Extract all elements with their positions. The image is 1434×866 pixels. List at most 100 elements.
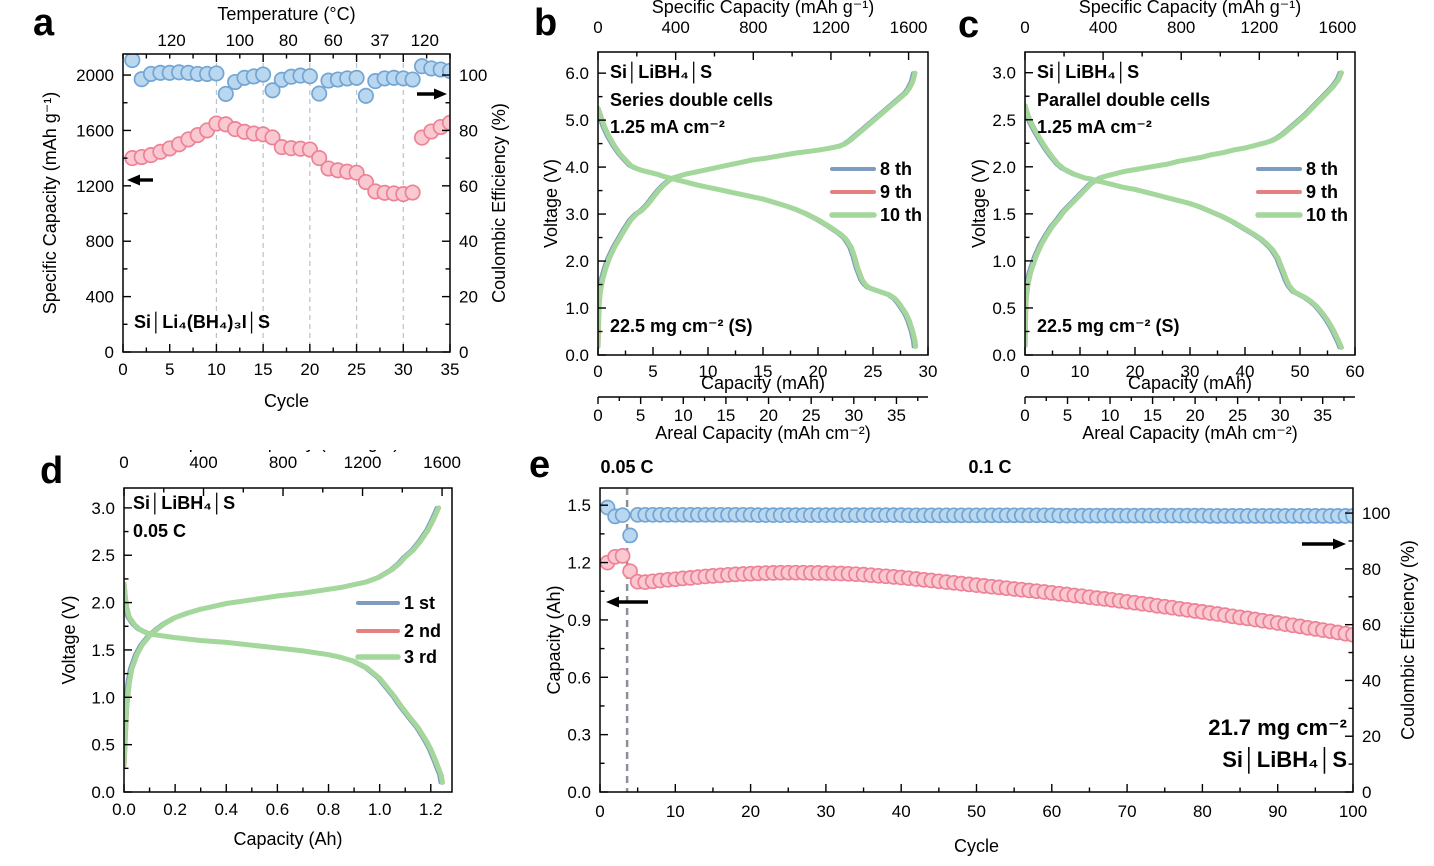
panel-c-parallel-cells-chart: 0 10 20 30 40 50 60 Capacity (mAh) 0.0 0.5 1.0 1.5 2… [957,0,1434,448]
data-layer [124,54,450,352]
bottom-tick-label: 40 [1236,362,1255,381]
areal-tick-label: 5 [636,406,645,425]
bottom-axis-title: Capacity (Ah) [233,829,342,849]
data-point-capacity [1345,626,1353,643]
left-tick-label: 0.6 [567,668,591,687]
bottom-tick-label: 60 [1346,362,1365,381]
bottom-tick-label: 0.6 [266,800,290,819]
left-tick-label: 1.5 [91,641,115,660]
top-tick-label: 400 [661,18,689,37]
areal-tick-label: 10 [1101,406,1120,425]
left-tick-label: 3.0 [91,499,115,518]
left-tick-label: 1.0 [992,252,1016,271]
left-tick-label: 1200 [76,177,114,196]
curve-discharge-3rd [124,581,445,785]
right-arrowhead-icon [1333,538,1346,550]
annotation-text: 21.7 mg cm⁻² [1208,715,1347,740]
left-axis-title: Voltage (V) [59,595,79,684]
curve-discharge-10th [598,105,918,349]
left-tick-label: 0.0 [565,346,589,365]
areal-tick-label: 15 [716,406,735,425]
top-tick-label: 0 [1020,18,1029,37]
data-point-capacity [614,548,631,564]
bottom-tick-label: 50 [967,802,986,821]
plot-frame [122,53,451,353]
left-tick-label: 3.0 [992,64,1016,83]
annotation-text: Si│LiBH₄│S [1037,61,1139,84]
legend-label: 10 th [1306,205,1348,225]
annotation-text: 22.5 mg cm⁻² (S) [610,316,753,336]
data-point-coulombic-efficiency [208,65,225,82]
left-tick-label: 2.0 [91,594,115,613]
data-point-coulombic-efficiency [217,85,234,102]
data-layer [1025,70,1344,350]
top-tick-label: 800 [1167,18,1195,37]
left-axis-title: Capacity (Ah) [544,585,564,694]
bottom-axis-title: Cycle [264,391,309,411]
annotation-text: Si│Li₄(BH₄)₃I│S [134,311,270,334]
right-tick-label: 20 [459,288,478,307]
bottom-tick-label: 10 [666,802,685,821]
curve-charge-9th [1025,70,1344,348]
legend-label: 9 th [880,182,912,202]
areal-tick-label: 30 [844,406,863,425]
annotation-text: 0.05 C [600,457,653,477]
annotation-text: Series double cells [610,90,773,110]
left-arrowhead-icon [127,174,140,186]
temperature-region-label: 100 [226,31,254,50]
left-tick-label: 1600 [76,121,114,140]
curve-charge-10th [1025,70,1344,349]
right-tick-label: 80 [1362,560,1381,579]
areal-tick-label: 35 [1313,406,1332,425]
panel-e-long-cycling-chart: 0 10 20 30 40 50 60 70 80 90 100 Cycle 0.0 0.3 0.6 0.9 1… [530,450,1434,861]
panel-d-svg: 0.0 0.2 0.4 0.6 0.8 1.0 1.2 Capacity (Ah) 0.0 0.5… [59,432,461,849]
temperature-region-label: 60 [324,31,343,50]
curve-discharge-9th [598,106,918,349]
right-tick-label: 20 [1362,727,1381,746]
legend-label: 10 th [880,205,922,225]
data-point-capacity [622,563,638,580]
data-point-specific-capacity [311,150,328,167]
bottom-tick-label: 30 [1181,362,1200,381]
panel-label-a: a [33,2,55,44]
bottom-axis-title: Capacity (mAh) [701,373,825,393]
data-point-coulombic-efficiency [357,87,374,104]
left-tick-label: 0 [105,343,114,362]
annotation-text: 0.05 C [133,521,186,541]
top-tick-label: 0 [593,18,602,37]
bottom-tick-label: 20 [741,802,760,821]
curve-charge-3rd [124,505,441,768]
left-axis-title: Voltage (V) [541,159,561,248]
left-tick-label: 4.0 [565,158,589,177]
left-tick-label: 800 [86,232,114,251]
top-axis-title: Specific Capacity (mAh g⁻¹) [177,450,400,452]
data-point-specific-capacity [357,173,374,191]
temperature-region-label: 120 [411,31,439,50]
right-tick-label: 100 [1362,504,1390,523]
legend-label: 8 th [880,159,912,179]
data-layer [598,70,918,349]
annotation-text: 1.25 mA cm⁻² [610,117,725,137]
temperature-region-label: 37 [370,31,389,50]
bottom-tick-label: 40 [892,802,911,821]
curve-discharge-2nd [124,581,445,785]
right-tick-label: 100 [459,66,487,85]
bottom-tick-label: 0 [118,360,127,379]
annotation-text: Si│LiBH₄│S [133,492,235,515]
legend-label: 8 th [1306,159,1338,179]
annotation-text: 22.5 mg cm⁻² (S) [1037,316,1180,336]
bottom-tick-label: 0 [595,802,604,821]
curve-charge-9th [598,71,918,349]
bottom-axis-title: Capacity (mAh) [1128,373,1252,393]
left-tick-label: 1.0 [91,688,115,707]
left-tick-label: 6.0 [565,64,589,83]
areal-tick-label: 30 [1271,406,1290,425]
bottom-tick-label: 10 [699,362,718,381]
left-tick-label: 0.0 [91,783,115,802]
annotation-text: Parallel double cells [1037,90,1210,110]
panel-a-svg: 0 5 10 15 20 25 30 35Cycle0400800120016002000Sp… [40,4,509,411]
areal-axis-title: Areal Capacity (mAh cm⁻²) [655,423,871,443]
bottom-tick-label: 20 [300,360,319,379]
left-tick-label: 0.0 [992,346,1016,365]
top-tick-label: 800 [269,453,297,472]
